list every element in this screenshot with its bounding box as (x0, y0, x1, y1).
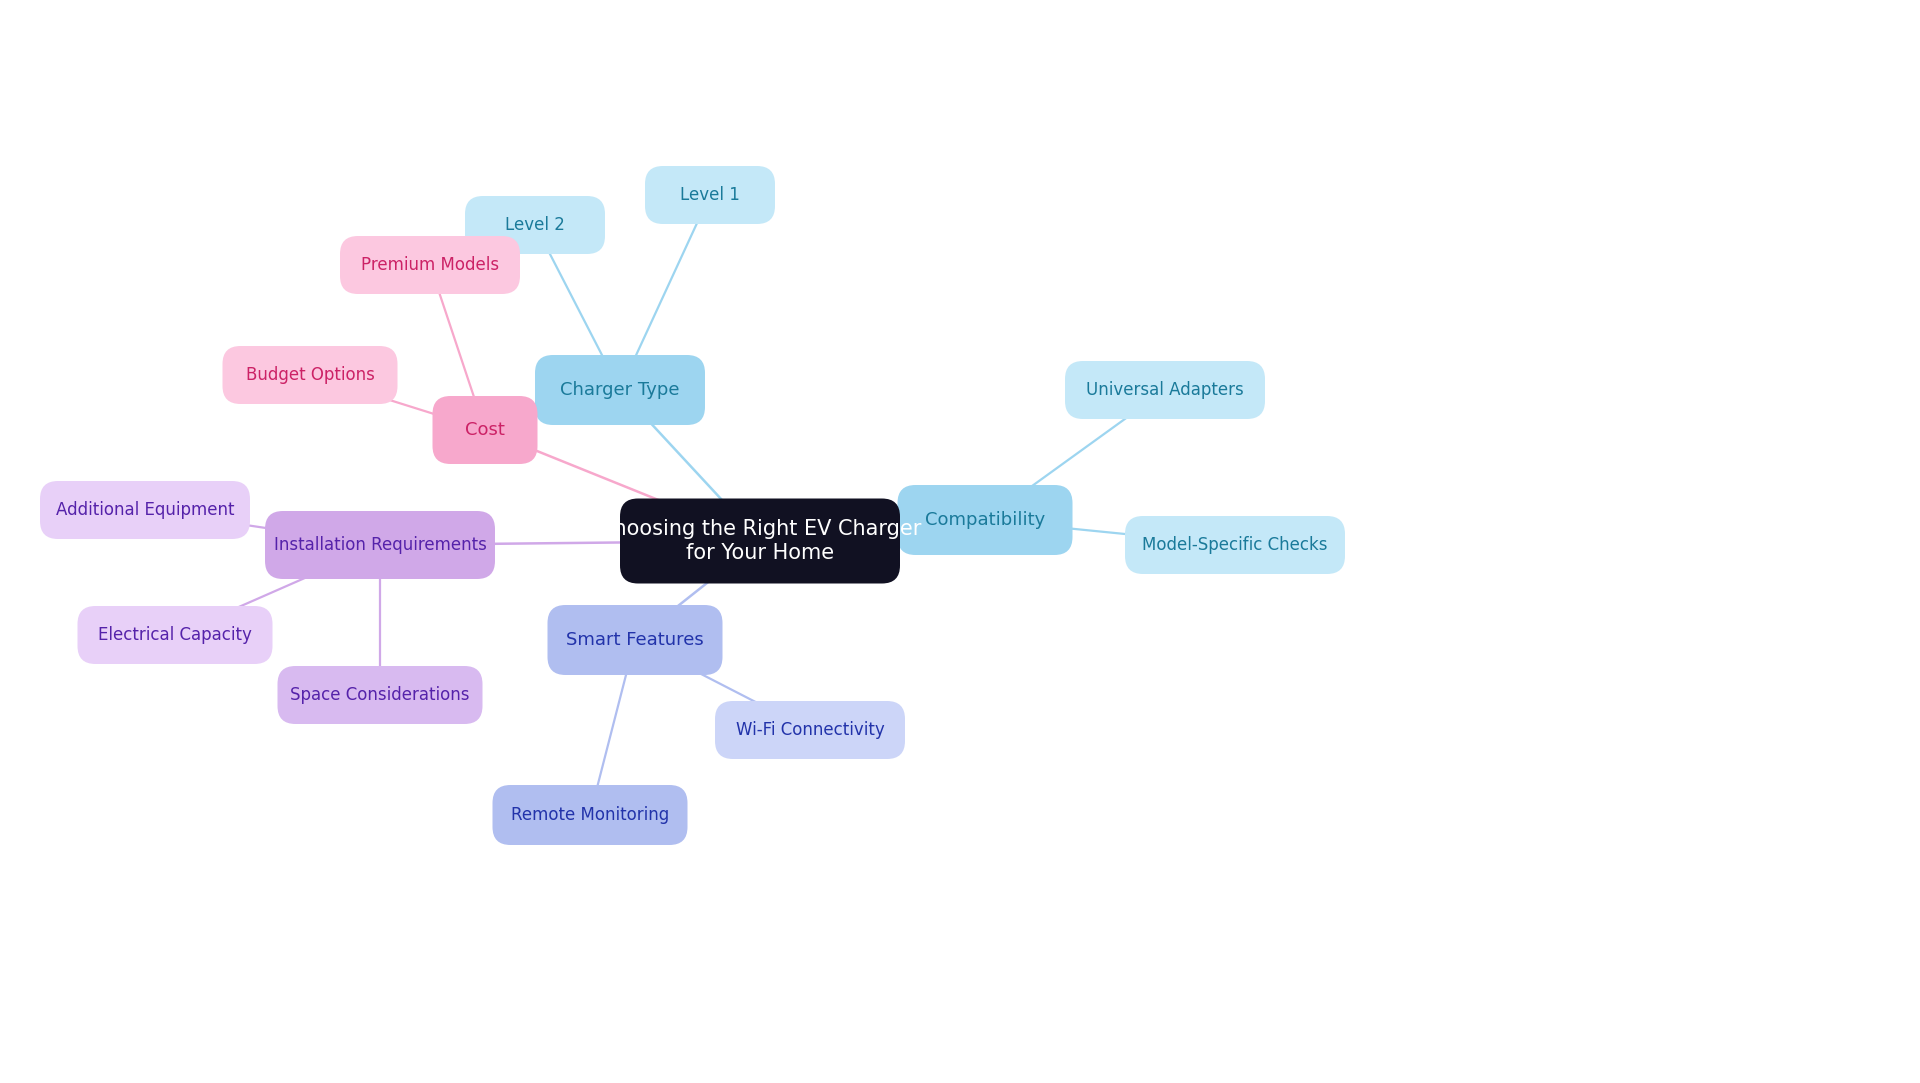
FancyBboxPatch shape (40, 481, 250, 539)
FancyBboxPatch shape (714, 701, 904, 759)
Text: Additional Equipment: Additional Equipment (56, 501, 234, 519)
FancyBboxPatch shape (223, 345, 397, 404)
FancyBboxPatch shape (897, 485, 1073, 554)
Text: Space Considerations: Space Considerations (290, 686, 470, 704)
FancyBboxPatch shape (536, 355, 705, 425)
FancyBboxPatch shape (432, 396, 538, 464)
FancyBboxPatch shape (465, 196, 605, 255)
FancyBboxPatch shape (645, 166, 776, 224)
Text: Premium Models: Premium Models (361, 256, 499, 274)
Text: Budget Options: Budget Options (246, 366, 374, 384)
FancyBboxPatch shape (340, 236, 520, 293)
Text: Smart Features: Smart Features (566, 631, 705, 649)
Text: Installation Requirements: Installation Requirements (273, 536, 486, 554)
FancyBboxPatch shape (1066, 361, 1265, 419)
Text: Compatibility: Compatibility (925, 511, 1044, 529)
Text: Universal Adapters: Universal Adapters (1087, 381, 1244, 399)
Text: Remote Monitoring: Remote Monitoring (511, 806, 670, 824)
FancyBboxPatch shape (1125, 516, 1346, 574)
FancyBboxPatch shape (620, 498, 900, 584)
FancyBboxPatch shape (278, 666, 482, 725)
FancyBboxPatch shape (77, 606, 273, 664)
Text: Electrical Capacity: Electrical Capacity (98, 626, 252, 644)
Text: Charger Type: Charger Type (561, 381, 680, 399)
Text: Level 1: Level 1 (680, 186, 739, 204)
FancyBboxPatch shape (265, 511, 495, 579)
FancyBboxPatch shape (493, 785, 687, 845)
Text: Model-Specific Checks: Model-Specific Checks (1142, 536, 1329, 554)
Text: Level 2: Level 2 (505, 216, 564, 234)
Text: Wi-Fi Connectivity: Wi-Fi Connectivity (735, 721, 885, 739)
FancyBboxPatch shape (547, 605, 722, 675)
Text: Choosing the Right EV Charger
for Your Home: Choosing the Right EV Charger for Your H… (599, 520, 922, 562)
Text: Cost: Cost (465, 421, 505, 439)
